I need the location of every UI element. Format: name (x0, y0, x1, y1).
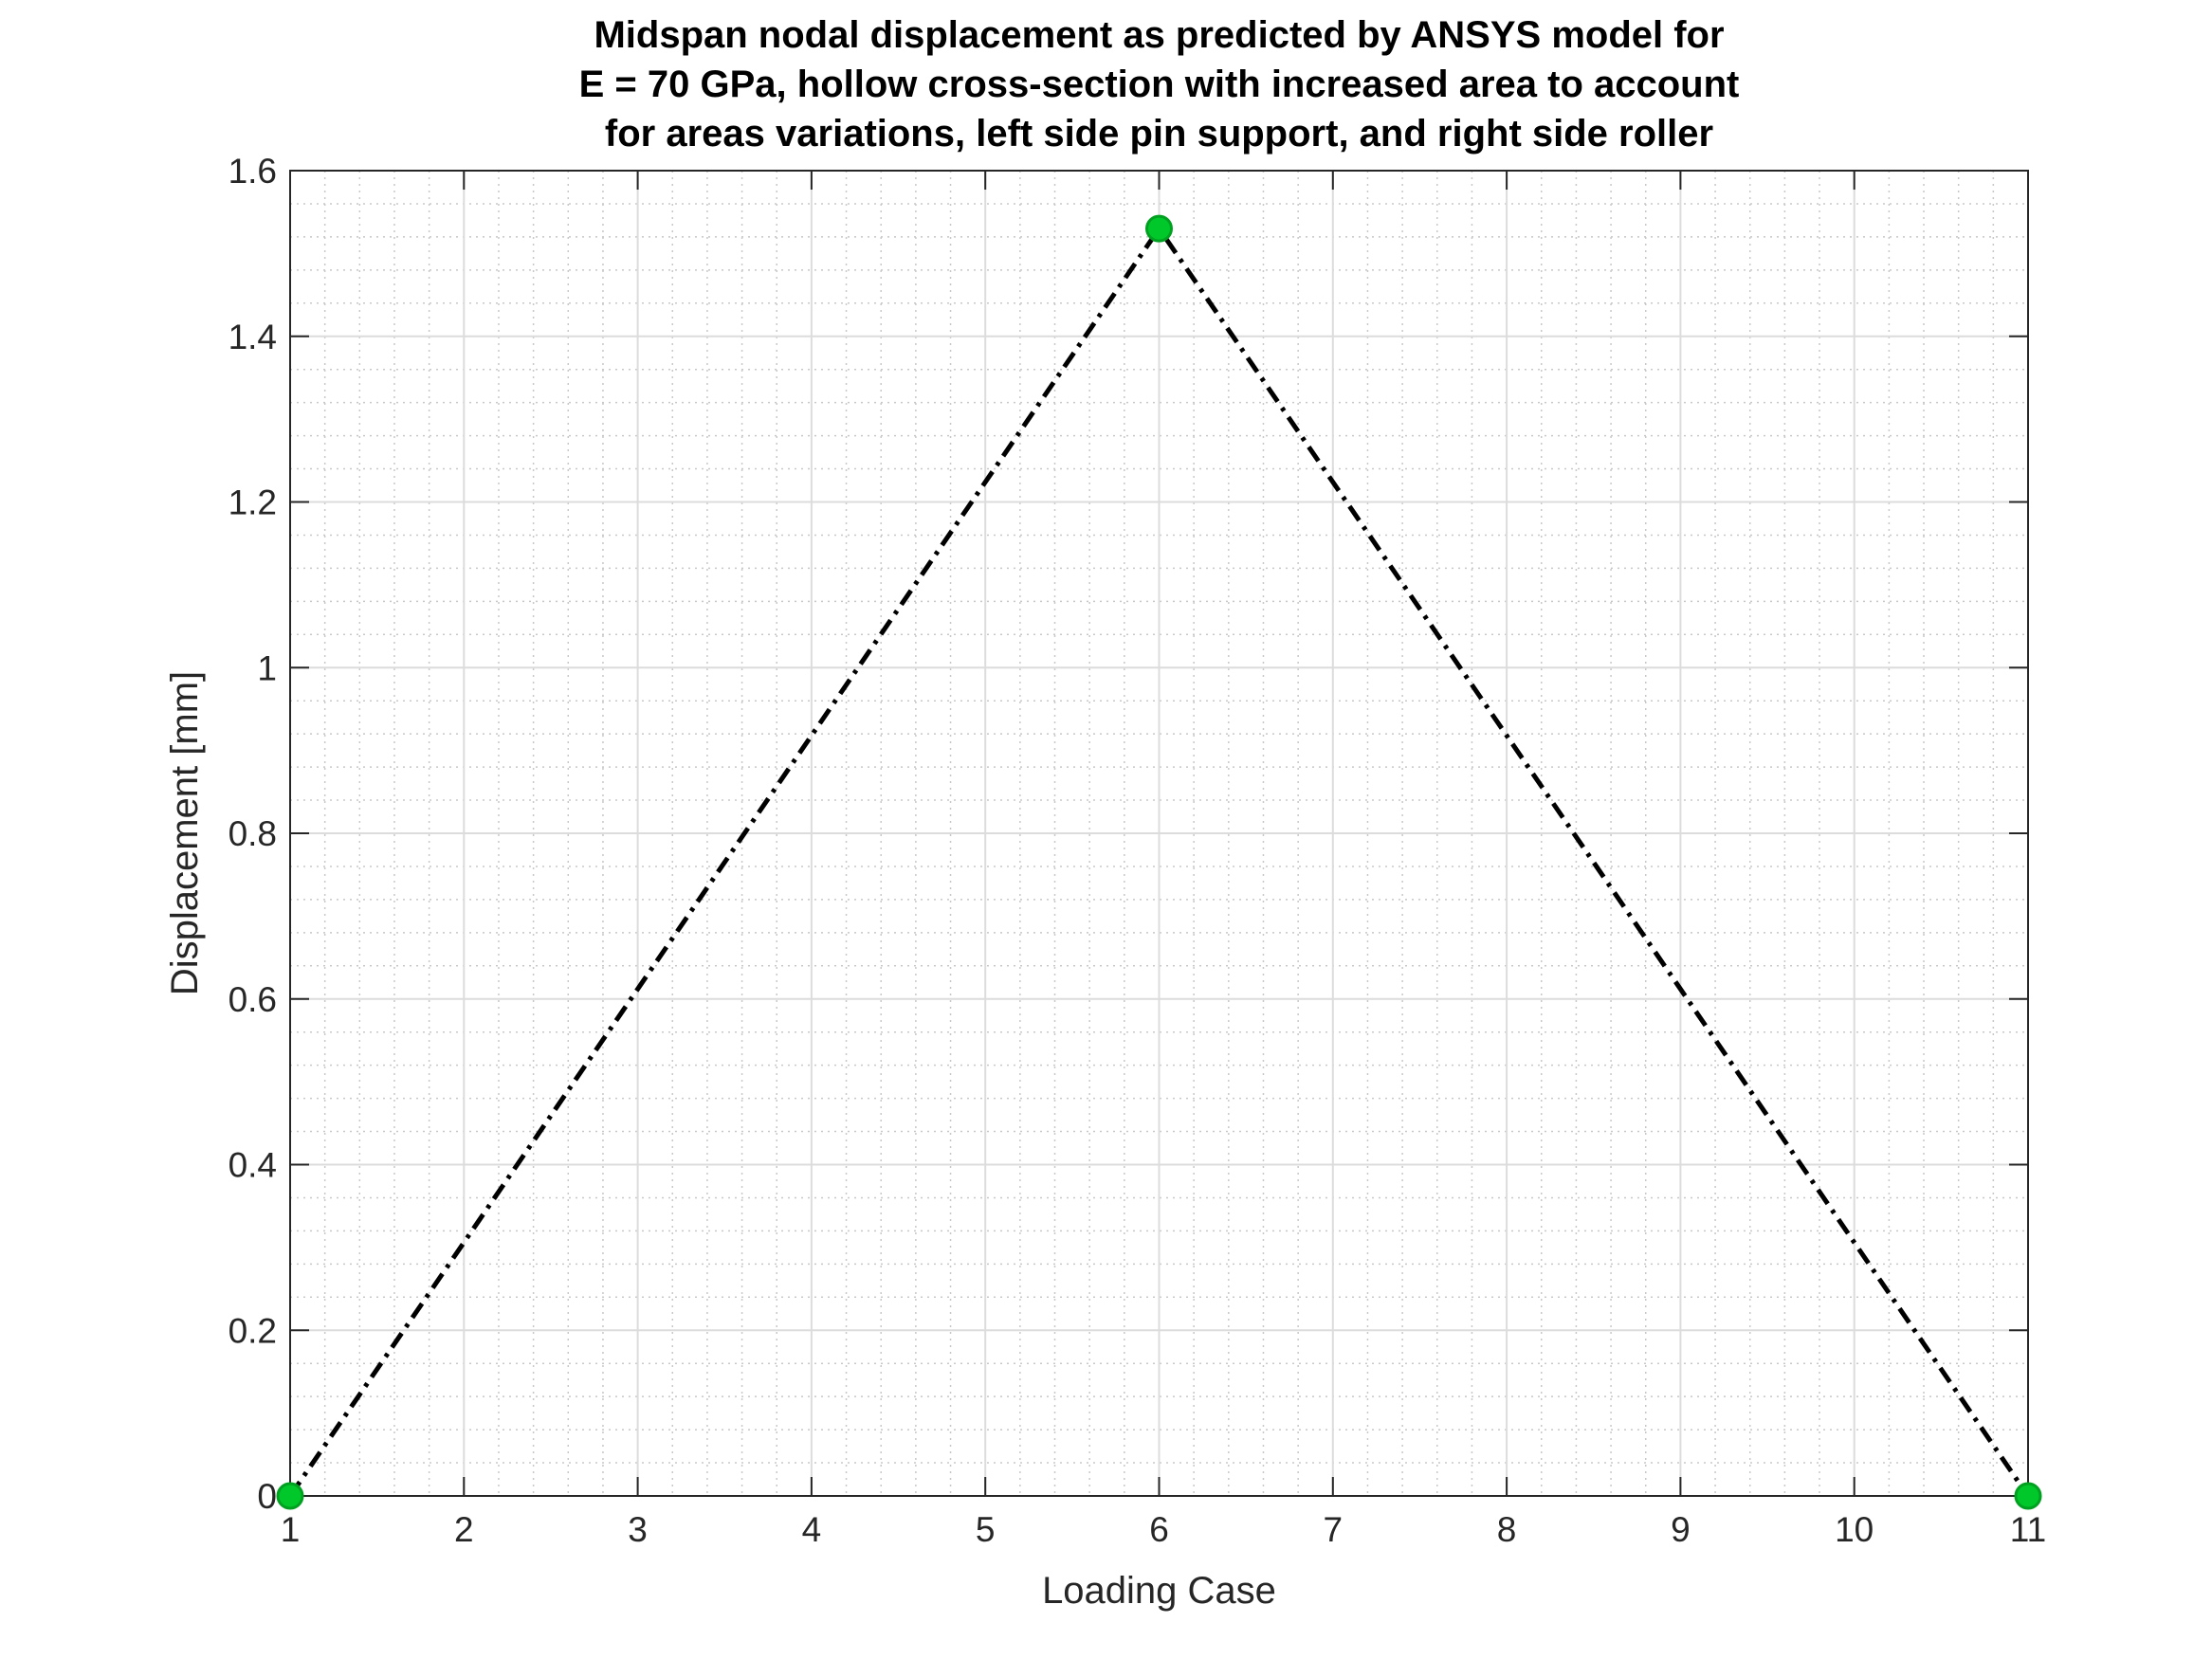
x-tick-label: 5 (976, 1510, 996, 1549)
x-tick-label: 2 (454, 1510, 474, 1549)
y-tick-labels: 0 0.2 0.4 0.6 0.8 1 1.2 1.4 1.6 (229, 152, 277, 1516)
minor-grid (290, 171, 2028, 1496)
chart-title-line: E = 70 GPa, hollow cross-section with in… (579, 64, 1740, 105)
data-point-marker (1145, 214, 1173, 243)
y-tick-label: 1 (257, 648, 277, 687)
series-line (287, 226, 2031, 1498)
y-tick-label: 0.8 (229, 814, 277, 853)
y-tick-label: 0.4 (229, 1146, 277, 1185)
chart-title-line: for areas variations, left side pin supp… (605, 113, 1713, 155)
x-tick-label: 6 (1149, 1510, 1169, 1549)
x-tick-labels: 1 2 3 4 5 6 7 8 9 10 11 (281, 1510, 2047, 1549)
data-point-marker (2014, 1482, 2042, 1510)
x-tick-label: 3 (628, 1510, 648, 1549)
chart-title-line: Midspan nodal displacement as predicted … (594, 14, 1724, 56)
x-tick-label: 7 (1324, 1510, 1344, 1549)
series-lines (287, 226, 2031, 1498)
x-tick-label: 8 (1497, 1510, 1517, 1549)
series-markers (276, 214, 2042, 1510)
y-tick-label: 0.2 (229, 1311, 277, 1350)
x-tick-label: 11 (2010, 1510, 2046, 1549)
chart-title: Midspan nodal displacement as predicted … (579, 14, 1740, 155)
y-tick-label: 1.2 (229, 483, 277, 522)
y-tick-label: 1.4 (229, 318, 277, 356)
x-tick-label: 10 (1835, 1510, 1874, 1549)
y-axis-label: Displacement [mm] (164, 671, 206, 995)
x-tick-label: 4 (802, 1510, 822, 1549)
y-tick-label: 0 (257, 1477, 277, 1516)
data-point-marker (276, 1482, 304, 1510)
x-axis-label: Loading Case (1042, 1570, 1276, 1612)
y-tick-label: 0.6 (229, 980, 277, 1019)
x-tick-label: 1 (281, 1510, 301, 1549)
y-tick-label: 1.6 (229, 152, 277, 191)
x-tick-label: 9 (1671, 1510, 1691, 1549)
